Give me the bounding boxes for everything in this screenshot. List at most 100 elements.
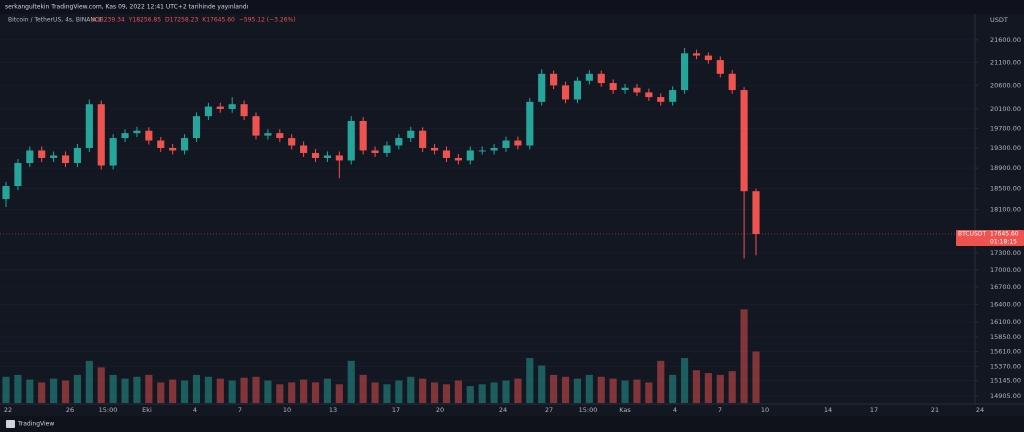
candle-body	[228, 104, 236, 109]
candle-body	[526, 101, 534, 146]
x-tick-label: 27	[545, 406, 553, 414]
candle-body	[359, 120, 367, 151]
y-tick-label: 20100.00	[990, 105, 1021, 113]
candle-body	[490, 147, 498, 151]
candle-body	[371, 150, 379, 153]
x-tick-label: 21	[931, 406, 939, 414]
x-tick-label: 26	[66, 406, 74, 414]
volume-bar	[728, 371, 736, 403]
volume-bar	[240, 377, 248, 403]
y-tick-label: 15370.00	[990, 363, 1021, 371]
volume-bar	[264, 380, 272, 403]
volume-bar	[157, 382, 165, 403]
candle-body	[728, 73, 736, 91]
volume-bar	[252, 376, 260, 403]
candle-body	[704, 55, 712, 61]
y-tick-label: 16700.00	[990, 283, 1021, 291]
candle-body	[145, 130, 153, 141]
candle-body	[311, 152, 320, 158]
volume-bar	[347, 360, 355, 403]
y-tick-label: 16100.00	[990, 318, 1021, 326]
candle-body	[585, 73, 593, 81]
candle-body	[681, 53, 689, 91]
candle-body	[97, 104, 105, 166]
candle-body	[657, 97, 665, 102]
volume-bar	[442, 384, 451, 403]
candle-body	[204, 106, 212, 117]
candle-body	[466, 150, 474, 161]
candle-body	[288, 138, 296, 146]
candle-body	[2, 186, 10, 200]
y-tick-label: 20600.00	[990, 81, 1021, 89]
candle-body	[407, 130, 415, 139]
volume-bar	[109, 374, 117, 403]
candle-body	[133, 130, 141, 134]
candle-body	[669, 90, 677, 102]
candle-body	[216, 106, 224, 109]
candle-body	[73, 147, 81, 164]
candle-body	[752, 191, 760, 234]
footer-bar	[0, 416, 1024, 432]
candle-body	[454, 157, 462, 161]
candle-body	[26, 150, 34, 164]
volume-bar	[300, 379, 308, 403]
volume-bar	[609, 378, 617, 403]
candle-body	[621, 87, 629, 91]
candle-body	[300, 145, 308, 153]
candle-body	[442, 150, 451, 158]
y-tick-label: 19700.00	[990, 124, 1021, 132]
volume-bar	[681, 358, 689, 403]
ohlc-value: A18239.34	[92, 17, 125, 24]
volume-bar	[704, 373, 712, 403]
volume-bar	[395, 380, 403, 403]
volume-bar	[466, 386, 474, 403]
volume-bar	[335, 384, 343, 403]
candle-body	[383, 145, 391, 153]
candle-body	[502, 140, 510, 148]
x-tick-label: 15:00	[99, 406, 118, 414]
ohlc-value: −595.12 (−3.26%)	[239, 17, 296, 24]
volume-bar	[502, 380, 510, 403]
candle-body	[181, 138, 189, 151]
candle-body	[50, 155, 58, 158]
volume-bar	[228, 380, 236, 403]
volume-bar	[276, 384, 284, 403]
volume-bar	[526, 358, 534, 403]
x-tick-label: 10	[761, 406, 769, 414]
x-tick-label: 20	[436, 406, 444, 414]
volume-bar	[383, 384, 391, 403]
candle-body	[740, 90, 748, 192]
candle-body	[252, 116, 260, 136]
y-tick-label: 18900.00	[990, 164, 1021, 172]
y-tick-label: 15850.00	[990, 333, 1021, 341]
candle-body	[561, 85, 570, 100]
volume-bar	[597, 376, 605, 403]
x-tick-label: 14	[824, 406, 832, 414]
candle-body	[323, 155, 331, 158]
candle-body	[692, 53, 701, 56]
volume-bar	[454, 380, 462, 403]
ohlc-value: Y18256.85	[128, 17, 161, 24]
price-tag-price: 17645.60	[990, 230, 1019, 237]
candle-body	[192, 116, 201, 139]
price-tag-symbol: BTCUSDT	[958, 230, 986, 237]
candle-body	[597, 73, 605, 84]
y-tick-label: 21100.00	[990, 58, 1021, 66]
x-tick-label: 4	[673, 406, 677, 414]
candle-body	[514, 140, 522, 146]
candle-body	[121, 133, 129, 139]
volume-bar	[2, 376, 10, 403]
candle-body	[61, 155, 70, 164]
candle-body	[157, 140, 165, 148]
volume-bar	[121, 378, 129, 403]
x-tick-label: 24	[976, 406, 984, 414]
y-tick-label: 21600.00	[990, 36, 1021, 44]
volume-bar	[514, 378, 522, 403]
candle-body	[573, 80, 581, 100]
volume-bar	[550, 374, 558, 403]
x-tick-label: 17	[392, 406, 400, 414]
candle-body	[645, 92, 653, 98]
volume-bar	[645, 382, 653, 403]
volume-bar	[692, 370, 701, 403]
